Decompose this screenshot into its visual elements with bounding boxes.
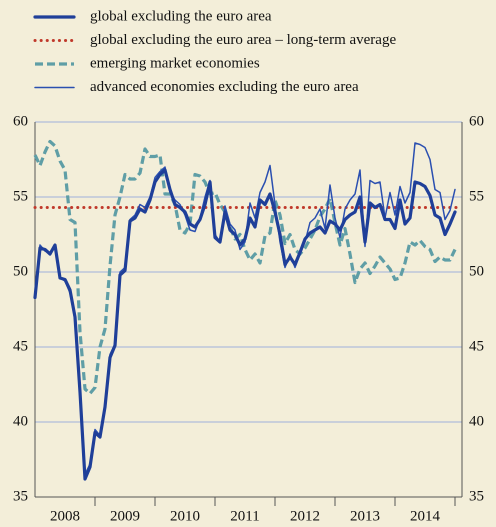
x-tick-label: 2010 [170, 508, 200, 524]
y-tick-label: 45 [13, 338, 28, 354]
y-tick-label: 35 [13, 488, 28, 504]
y-tick-label-right: 50 [469, 263, 484, 279]
x-tick-label: 2009 [110, 508, 140, 524]
y-tick-label: 40 [13, 413, 28, 429]
y-tick-label: 55 [13, 188, 28, 204]
y-tick-label: 50 [13, 263, 28, 279]
y-tick-label-right: 35 [469, 488, 484, 504]
x-tick-label: 2008 [50, 508, 80, 524]
y-tick-label: 60 [13, 113, 28, 129]
x-tick-label: 2012 [290, 508, 320, 524]
y-tick-label-right: 55 [469, 188, 484, 204]
x-tick-label: 2013 [350, 508, 380, 524]
series-line [33, 168, 457, 481]
x-tick-label: 2014 [410, 508, 441, 524]
legend-label: global excluding the euro area – long-te… [90, 32, 396, 48]
legend-label: advanced economies excluding the euro ar… [90, 79, 359, 95]
y-tick-label-right: 40 [469, 413, 484, 429]
y-tick-label-right: 45 [469, 338, 484, 354]
y-tick-label-right: 60 [469, 113, 484, 129]
series-line [33, 139, 457, 396]
x-tick-label: 2011 [230, 508, 259, 524]
legend-label: global excluding the euro area [90, 8, 272, 24]
legend-label: emerging market economies [90, 55, 260, 71]
